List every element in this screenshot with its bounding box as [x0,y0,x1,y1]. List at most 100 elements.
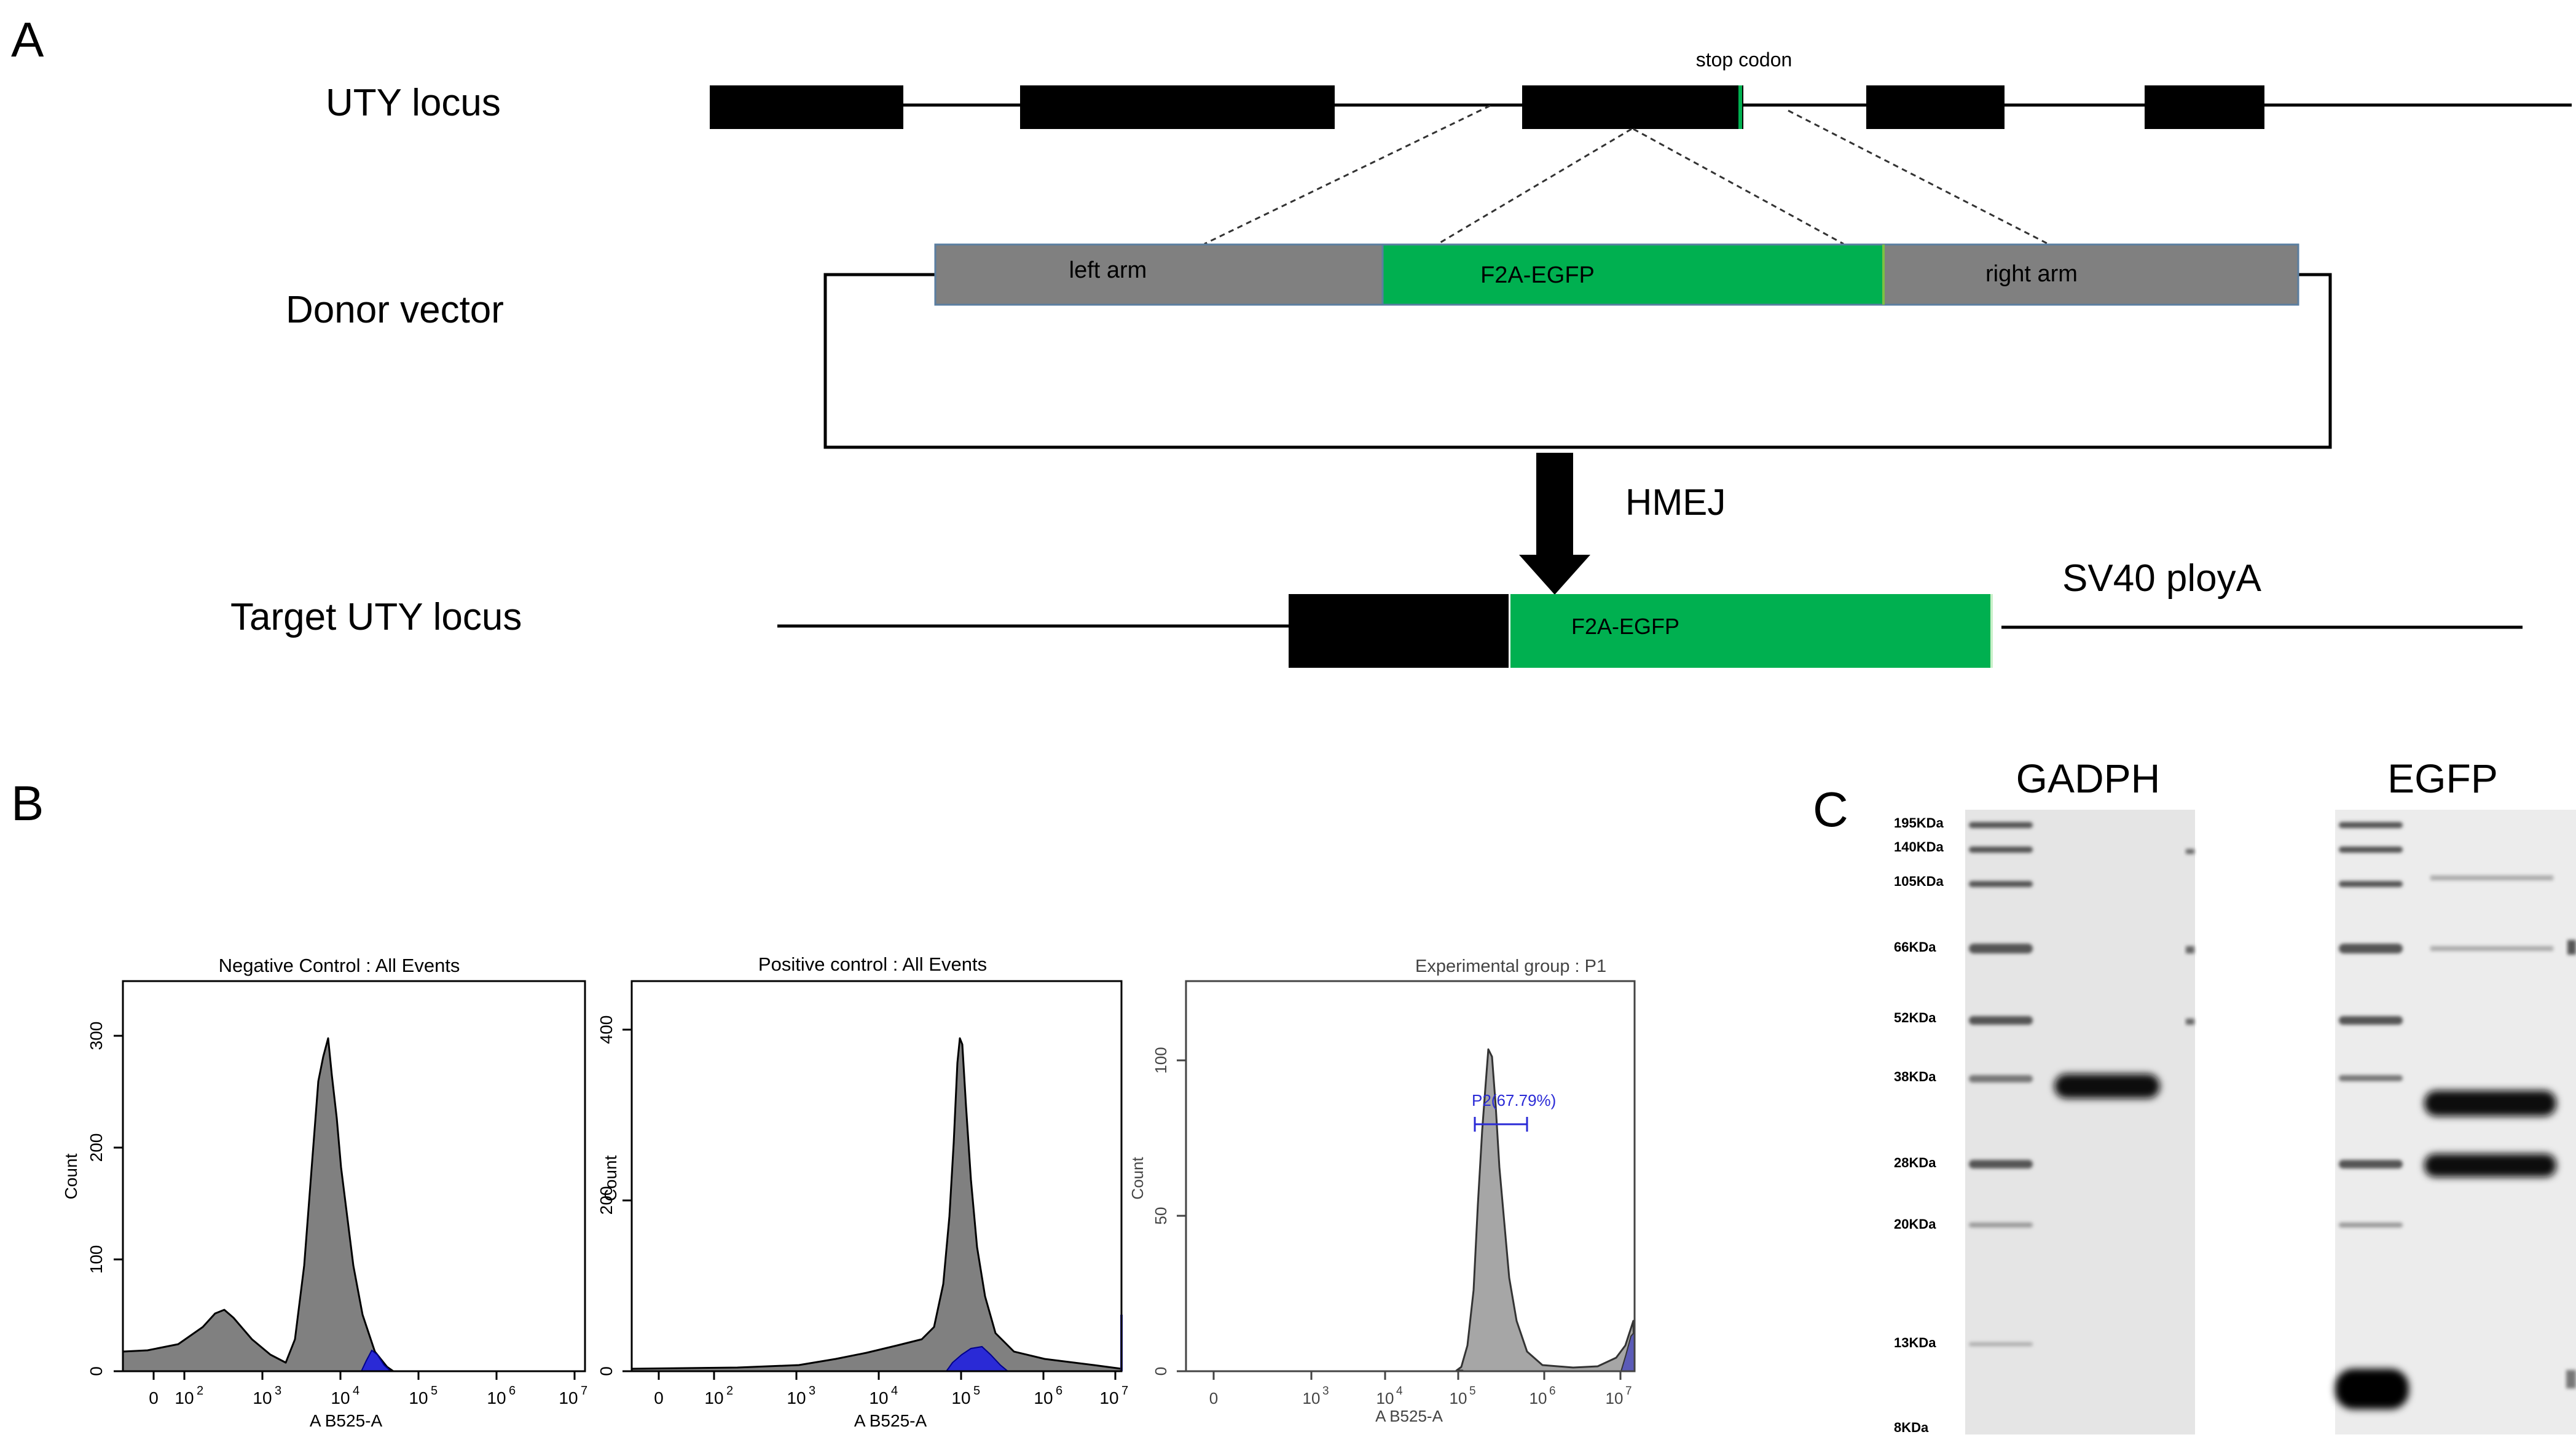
panel-label-a: A [11,12,44,67]
histogram-fill [1455,1048,1636,1372]
donor-vector-diagram: left arm F2A-EGFP right arm [823,243,2332,449]
marker-label: 195KDa [1894,815,1944,831]
x-tick: 10 [1034,1388,1053,1407]
x-tick-exp: 2 [726,1384,733,1398]
blot-egfp [2335,810,2576,1434]
blot-gadph [1965,810,2195,1434]
x-tick-exp: 5 [973,1384,980,1398]
x-tick-exp: 3 [809,1384,815,1398]
homology-lines [1204,104,2049,245]
band-gadph [2054,1074,2160,1098]
x-tick-exp: 6 [1056,1384,1062,1398]
y-tick: 0 [87,1366,106,1376]
x-tick-exp: 3 [1322,1385,1329,1398]
exon-2 [1020,85,1335,129]
x-tick: 10 [331,1388,350,1407]
x-tick-exp: 2 [197,1384,203,1398]
x-tick: 10 [869,1388,888,1407]
right-arm-label: right arm [1985,261,2078,287]
exon-4 [1866,85,2005,129]
x-tick: 10 [951,1388,970,1407]
y-tick: 400 [597,1016,616,1044]
hmej-arrow: HMEJ [1519,453,1726,595]
x-tick-exp: 4 [353,1384,359,1398]
marker-label: 13KDa [1894,1335,1936,1350]
marker-label: 28KDa [1894,1155,1936,1170]
uty-locus-diagram: stop codon [710,49,2572,129]
right-arm [1882,243,2299,306]
sv40-polya-label: SV40 ployA [2062,557,2262,600]
y-tick: 0 [1152,1367,1170,1376]
x-tick: 10 [1303,1389,1321,1407]
faint-bands [2430,875,2553,951]
x-tick: 10 [409,1388,428,1407]
x-tick: 10 [253,1388,272,1407]
y-tick: 200 [87,1133,106,1162]
uty-locus-label: UTY locus [326,82,501,124]
marker-label: 20KDa [1894,1216,1936,1232]
y-tick: 200 [597,1186,616,1215]
band-egfp-upper [2424,1090,2556,1116]
x-tick-exp: 3 [275,1384,281,1398]
y-tick: 100 [1152,1047,1170,1073]
left-arm-label: left arm [1069,257,1147,283]
exon-3 [1522,85,1743,129]
histogram-positive-control: Positive control : All Events 0 200 400 … [597,953,1128,1430]
ladder-lane [2339,822,2403,1227]
blot-title-egfp: EGFP [2387,756,2498,801]
plot-frame [1185,980,1636,1372]
panel-label-c: C [1813,782,1848,837]
x-axis-label: A B525-A [854,1411,927,1430]
histogram-subset [945,1345,1010,1372]
hmej-label: HMEJ [1625,482,1726,523]
x-tick: 0 [149,1388,159,1407]
gate-label: P2(67.79%) [1472,1091,1556,1110]
y-tick: 300 [87,1022,106,1051]
plot-frame [630,980,1123,1372]
histogram-experimental-group: Experimental group : P1 P2(67.79%) 0 50 [1128,957,1636,1425]
x-axis-label: A B525-A [310,1411,383,1430]
marker-label: 38KDa [1894,1069,1936,1084]
x-axis-label: A B525-A [1375,1407,1443,1425]
panel-b: B Negative Control : All Events 0 100 20… [11,776,1636,1430]
plot-frame [122,980,586,1372]
y-axis-label: Count [61,1153,80,1199]
blot-title-gadph: GADPH [2016,756,2161,801]
plasmid-backbone [823,273,2332,449]
panel-a: A UTY locus Donor vector Target UTY locu… [11,12,2572,668]
x-tick-exp: 4 [1396,1385,1403,1398]
x-tick-exp: 6 [1549,1385,1556,1398]
marker-label: 105KDa [1894,874,1944,889]
x-tick: 10 [1530,1389,1547,1407]
x-tick-exp: 7 [581,1384,587,1398]
x-tick: 10 [487,1388,506,1407]
histogram-fill [630,1037,1123,1372]
ladder-lane [1969,822,2033,1346]
f2a-egfp-donor-label: F2A-EGFP [1480,262,1595,288]
histogram-fill [122,1037,395,1372]
x-tick-exp: 6 [509,1384,516,1398]
exon-1 [710,85,903,129]
y-axis-label: Count [601,1155,620,1201]
x-tick-exp: 5 [1469,1385,1476,1398]
x-tick-exp: 4 [891,1384,898,1398]
exon-5 [2145,85,2264,129]
x-tick-exp: 7 [1625,1385,1632,1398]
ladder-blob [2335,1369,2409,1409]
y-tick: 50 [1152,1207,1170,1225]
y-tick: 100 [87,1245,106,1274]
target-locus-label: Target UTY locus [230,596,522,638]
y-axis-label: Count [1128,1157,1147,1200]
gate-p2 [1474,1117,1528,1132]
x-tick-exp: 5 [431,1384,438,1398]
histogram-title: Experimental group : P1 [1415,957,1606,976]
target-locus-diagram: F2A-EGFP SV40 ployA [777,557,2523,668]
left-arm [934,243,1384,306]
x-tick: 10 [175,1388,194,1407]
x-tick: 10 [559,1388,578,1407]
x-tick: 10 [1099,1388,1118,1407]
x-tick: 10 [787,1388,806,1407]
histogram-negative-control: Negative Control : All Events 0 100 200 … [61,955,587,1430]
f2a-egfp-insert [1510,594,1993,668]
f2a-egfp-insert-label: F2A-EGFP [1571,614,1679,639]
